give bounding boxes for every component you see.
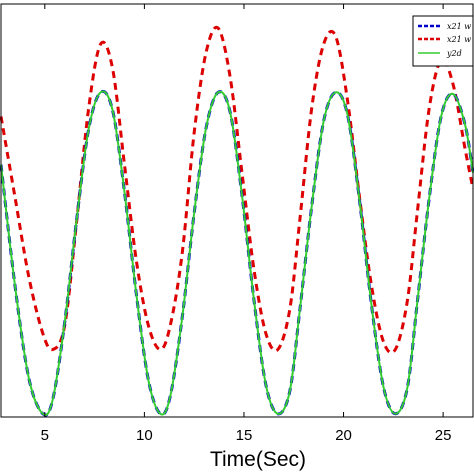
- legend-label-2: x21 w: [447, 35, 471, 44]
- series-line-2: [0, 25, 474, 355]
- plot-area: [1, 4, 473, 417]
- x-tick-label: 25: [435, 427, 452, 444]
- series-line-3: [0, 90, 474, 417]
- legend-box: [412, 15, 474, 67]
- legend-items: x21 w x21 w y2d: [418, 22, 471, 58]
- axes-layer: 5 10 15 20 25: [0, 3, 474, 444]
- x-tick-label: 5: [41, 427, 49, 444]
- legend-label-3: y2d: [446, 49, 462, 58]
- legend-label-1: x21 w: [447, 22, 471, 31]
- series-layer: [0, 25, 474, 417]
- x-axis-title: Time(Sec): [210, 448, 306, 471]
- axes-frame: [0, 3, 474, 418]
- x-tick-label: 20: [335, 427, 352, 444]
- x-tick-label: 15: [236, 427, 253, 444]
- x-tick-label: 10: [136, 427, 153, 444]
- legend: x21 w x21 w y2d: [412, 15, 474, 67]
